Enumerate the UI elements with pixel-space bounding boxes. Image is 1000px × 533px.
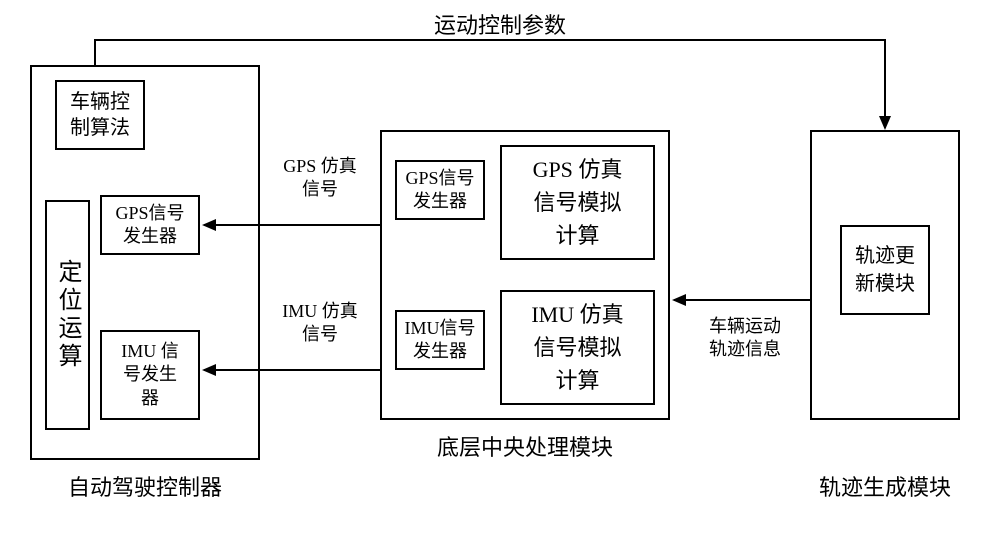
imu-generator-text: IMU信号 发生器: [405, 317, 476, 364]
gps-sim-signal-label: GPS 仿真 信号: [265, 155, 375, 202]
gps-receiver-box: GPS信号 发生器: [100, 195, 200, 255]
vehicle-traj-info-label: 车辆运动 轨迹信息: [690, 315, 800, 362]
imu-receiver-box: IMU 信 号发生 器: [100, 330, 200, 420]
imu-receiver-text: IMU 信 号发生 器: [121, 340, 179, 410]
loc-calc-box: 定位运算: [45, 200, 90, 430]
gps-generator-box: GPS信号 发生器: [395, 160, 485, 220]
gps-sim-calc-text: GPS 仿真 信号模拟 计算: [533, 153, 623, 252]
gps-receiver-text: GPS信号 发生器: [115, 202, 184, 249]
vehicle-control-algo-text: 车辆控 制算法: [70, 89, 130, 141]
imu-generator-box: IMU信号 发生器: [395, 310, 485, 370]
gps-generator-text: GPS信号 发生器: [405, 167, 474, 214]
imu-sim-calc-text: IMU 仿真 信号模拟 计算: [531, 298, 623, 397]
vehicle-control-algo-box: 车辆控 制算法: [55, 80, 145, 150]
autopilot-controller-title: 自动驾驶控制器: [30, 470, 260, 502]
gps-sim-calc-box: GPS 仿真 信号模拟 计算: [500, 145, 655, 260]
trajectory-gen-title: 轨迹生成模块: [800, 470, 970, 502]
loc-calc-text: 定位运算: [50, 259, 85, 371]
motion-ctrl-params-label: 运动控制参数: [380, 8, 620, 40]
imu-sim-signal-label: IMU 仿真 信号: [265, 300, 375, 347]
imu-sim-calc-box: IMU 仿真 信号模拟 计算: [500, 290, 655, 405]
trajectory-update-text: 轨迹更 新模块: [855, 242, 915, 298]
trajectory-update-box: 轨迹更 新模块: [840, 225, 930, 315]
central-processing-title: 底层中央处理模块: [380, 430, 670, 462]
